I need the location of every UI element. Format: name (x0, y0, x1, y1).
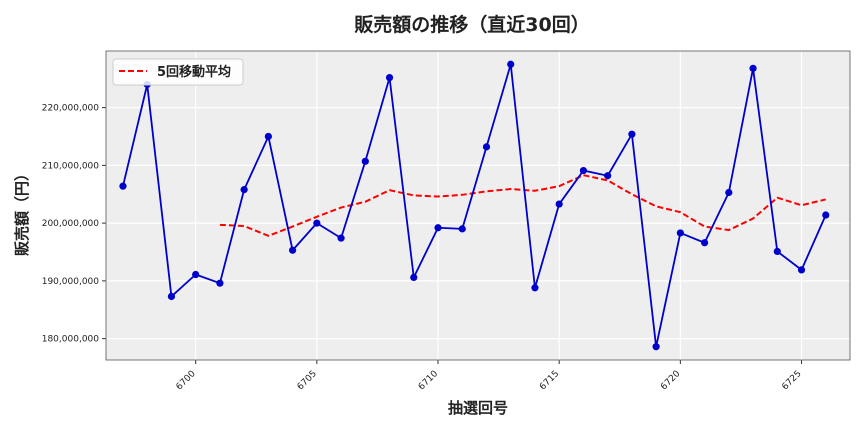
y-tick-label: 210,000,000 (42, 161, 100, 171)
data-point (167, 292, 176, 301)
y-tick-label: 220,000,000 (42, 104, 100, 114)
legend-label-moving-average: 5回移動平均 (157, 64, 231, 80)
data-point (313, 219, 321, 227)
chart-title: 販売額の推移（直近30回） (354, 13, 589, 36)
data-point (507, 60, 515, 68)
data-point (434, 224, 442, 232)
y-axis-label: 販売額（円） (13, 166, 31, 256)
data-point (700, 239, 709, 247)
grid-lines (106, 51, 850, 360)
data-point (216, 279, 224, 287)
data-point (482, 143, 491, 151)
x-axis-label: 抽選回号 (448, 399, 508, 417)
series-line-sales (122, 63, 827, 348)
data-point (264, 132, 272, 141)
plot-area (106, 51, 850, 360)
data-point (361, 157, 369, 165)
data-point (579, 166, 588, 175)
y-tick-label: 190,000,000 (42, 277, 100, 287)
data-point (119, 182, 127, 190)
legend-box (112, 58, 244, 86)
data-point (797, 266, 806, 274)
legend: 5回移動平均 (112, 58, 244, 86)
data-point (555, 200, 563, 208)
data-point (725, 188, 733, 197)
axes (102, 50, 851, 364)
data-point (410, 273, 418, 282)
plot-frame (105, 50, 851, 361)
data-point (289, 246, 297, 254)
data-point (240, 186, 248, 194)
y-tick-label: 180,000,000 (42, 335, 100, 345)
data-series (119, 60, 830, 351)
data-point (192, 270, 200, 279)
data-point (531, 284, 539, 292)
data-point (676, 229, 684, 237)
data-point (385, 73, 394, 82)
data-point (458, 225, 466, 233)
data-point (628, 130, 636, 138)
data-point (337, 234, 345, 242)
series-line-moving-average (219, 174, 826, 237)
data-point (749, 64, 757, 72)
data-point (604, 172, 612, 180)
data-point (822, 211, 830, 219)
data-point (652, 343, 660, 351)
data-point (773, 247, 781, 256)
y-tick-label: 200,000,000 (42, 219, 100, 229)
